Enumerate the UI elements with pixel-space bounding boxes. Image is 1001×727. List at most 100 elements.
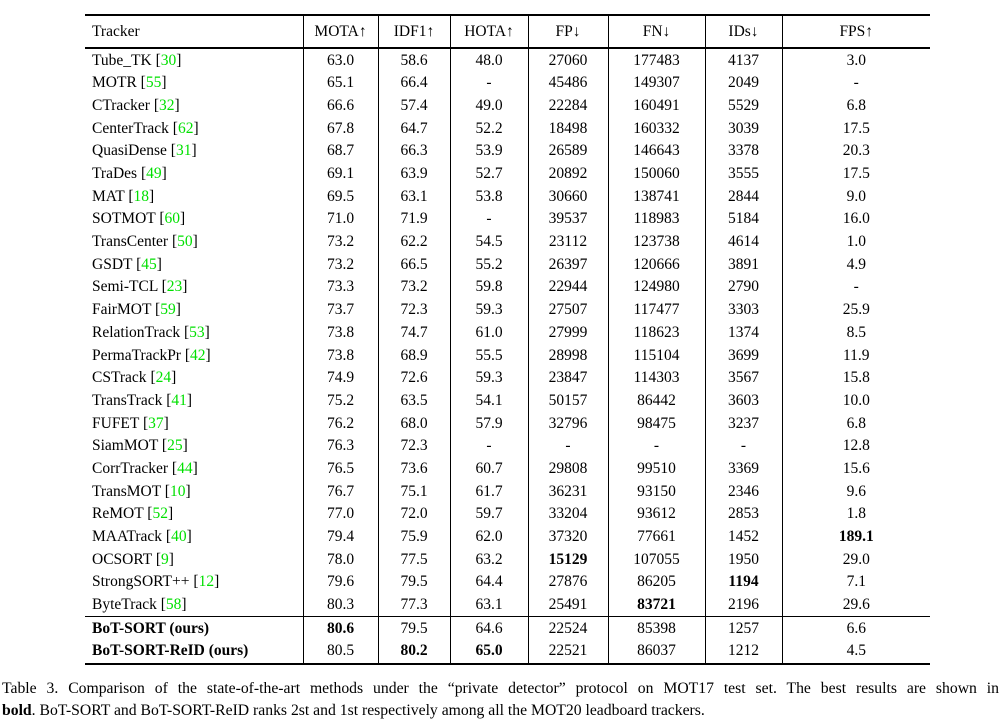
metric-cell: 80.3 [302,593,378,617]
metric-cell: 32796 [527,412,608,435]
metric-cell: 68.7 [302,139,378,163]
tracker-name: StrongSORT++ [92,573,190,591]
citation-number[interactable]: 18 [133,187,150,205]
citation-ref[interactable]: [10] [160,482,191,500]
citation-number[interactable]: 50 [177,233,193,251]
metric-cell: 3567 [704,366,782,390]
metric-cell: 3378 [704,139,782,163]
metric-cell: 27060 [527,48,608,72]
citation-number[interactable]: 45 [141,255,157,273]
citation-number[interactable]: 42 [190,346,206,364]
tracker-name: CSTrack [92,369,147,387]
citation-number[interactable]: 23 [166,278,183,296]
citation-ref[interactable]: [40] [162,528,192,546]
citation-ref[interactable]: [25] [158,437,188,455]
tracker-name-cell: CorrTracker [44] [85,457,303,480]
citation-ref[interactable]: [60] [155,210,186,228]
citation-number[interactable]: 31 [175,142,192,160]
citation-number[interactable]: 55 [145,74,162,92]
metric-cell: 86037 [607,639,705,665]
citation-number[interactable]: 59 [160,301,176,319]
tracker-name-cell: StrongSORT++ [12] [85,571,303,594]
citation-ref[interactable]: [45] [132,255,162,273]
citation-number[interactable]: 12 [198,573,215,591]
metric-cell: 72.6 [377,366,450,390]
metric-cell: 177483 [607,48,705,72]
metric-cell: 33204 [527,502,608,526]
citation-ref[interactable]: [53] [180,323,210,341]
header-fn: FN↓ [607,14,705,49]
citation-number[interactable]: 52 [152,505,168,523]
citation-number[interactable]: 32 [159,96,175,114]
citation-number[interactable]: 41 [171,391,187,409]
citation-ref[interactable]: [18] [124,187,155,205]
citation-ref[interactable]: [50] [168,233,198,251]
citation-number[interactable]: 62 [177,119,194,137]
metric-cell: 120666 [607,253,705,276]
citation-ref[interactable]: [58] [156,596,187,614]
header-idf1: IDF1↑ [377,14,450,49]
metric-cell: 73.7 [302,298,378,322]
citation-ref[interactable]: [31] [166,142,197,160]
metric-cell: 77.5 [377,548,450,571]
table-row: TransCenter [50] 73.2 62.2 54.5 23112 123738 4… [85,230,930,254]
metric-cell: 29808 [527,457,608,481]
citation-ref[interactable]: [30] [151,51,182,69]
metric-cell: 59.3 [449,366,528,390]
tracker-name: MAATrack [92,528,163,546]
citation-ref[interactable]: [23] [157,278,188,296]
citation-ref[interactable]: [24] [146,369,177,387]
table-row: SOTMOT [60] 71.0 71.9-39537 118983 5184 16.0 [85,207,930,231]
metric-cell: 66.4 [377,71,450,95]
citation-ref[interactable]: [32] [149,96,180,114]
metric-cell: 3237 [704,412,782,435]
citation-ref[interactable]: [12] [189,573,220,591]
tracker-name: ByteTrack [92,596,157,614]
metric-cell: 20892 [527,162,608,186]
citation-number[interactable]: 9 [161,550,169,568]
citation-ref[interactable]: [44] [168,459,198,477]
citation-number[interactable]: 58 [165,596,182,614]
tracker-name-cell: TransCenter [50] [85,231,303,254]
citation-number[interactable]: 10 [169,482,186,500]
metric-cell: 55.2 [449,253,528,276]
tracker-name: TransMOT [92,482,161,500]
header-ids: IDs↓ [704,14,782,49]
tracker-name: Semi-TCL [92,278,158,296]
metric-cell: 4137 [704,48,782,72]
metric-cell: - [704,434,782,458]
citation-number[interactable]: 53 [189,323,205,341]
citation-number[interactable]: 30 [160,51,177,69]
citation-number[interactable]: 25 [167,437,183,455]
metric-cell: 67.8 [302,117,378,140]
metric-cell: 3369 [704,457,782,481]
citation-number[interactable]: 44 [177,459,193,477]
citation-number[interactable]: 37 [148,414,164,432]
metric-cell: 63.1 [377,185,450,208]
table-row: OCSORT [9] 78.0 77.5 63.2 15129 107055 1950 29.… [85,548,930,571]
citation-ref[interactable]: [49] [137,165,167,183]
citation-ref[interactable]: [37] [139,414,169,432]
tracker-name: BoT-SORT-ReID (ours) [92,642,249,660]
citation-ref[interactable]: [55] [136,74,167,92]
metric-cell: 66.5 [377,253,450,276]
metric-cell: 59.7 [449,502,528,526]
citation-ref[interactable]: [41] [162,391,193,409]
citation-number[interactable]: 40 [171,528,187,546]
tracker-name-cell: TransMOT [10] [85,480,303,503]
table-row: BoT-SORT (ours) 80.6 79.5 64.6 22524 85398 125… [85,616,930,640]
results-table-container: Tracker MOTA↑ IDF1↑ HOTA↑ FP↓ FN↓ IDs↓ F… [85,14,930,665]
metric-cell: 3891 [704,253,782,276]
citation-number[interactable]: 60 [164,210,181,228]
metric-cell: 1374 [704,321,782,344]
citation-ref[interactable]: [9] [151,550,174,568]
citation-ref[interactable]: [42] [180,346,211,364]
metric-cell: 76.2 [302,412,378,435]
table-row: ReMOT [52] 77.0 72.0 59.7 33204 93612 2853 1.8 [85,502,930,526]
citation-ref[interactable]: [52] [143,505,174,523]
results-table-body: Tube_TK [30] 63.0 58.6 48.0 27060 177483 4137 3… [85,48,930,665]
citation-number[interactable]: 49 [146,165,162,183]
citation-ref[interactable]: [62] [168,119,199,137]
citation-number[interactable]: 24 [155,369,172,387]
citation-ref[interactable]: [59] [151,301,181,319]
